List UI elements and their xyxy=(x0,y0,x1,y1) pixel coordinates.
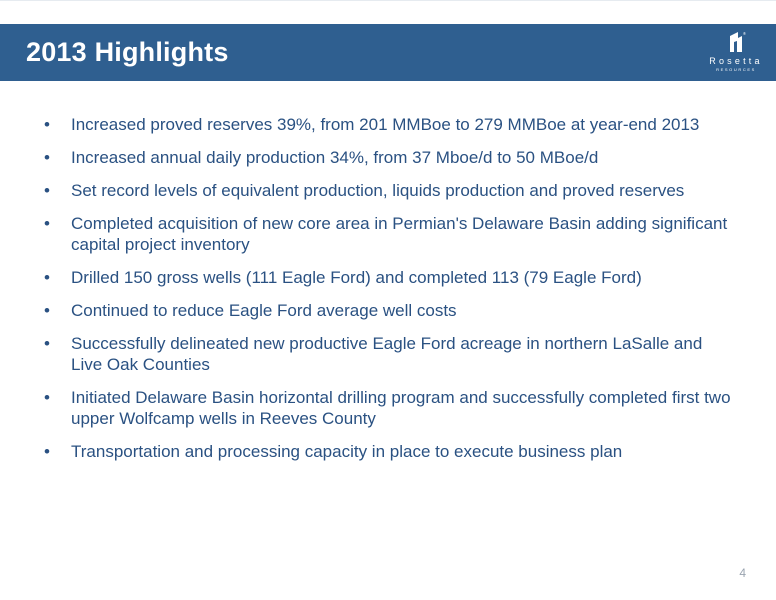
bullet-text: Increased proved reserves 39%, from 201 … xyxy=(71,115,700,134)
list-item: • Continued to reduce Eagle Ford average… xyxy=(0,300,776,321)
page-number: 4 xyxy=(739,566,746,580)
bullet-text: Increased annual daily production 34%, f… xyxy=(71,148,599,167)
list-item: • Set record levels of equivalent produc… xyxy=(0,180,776,201)
bullet-icon: • xyxy=(44,115,50,134)
bullet-text: Successfully delineated new productive E… xyxy=(71,334,703,374)
logo-subtitle: RESOURCES xyxy=(716,67,756,72)
title-bar xyxy=(0,24,776,81)
bullet-icon: • xyxy=(44,334,50,353)
logo-wordmark: Rosetta xyxy=(709,56,763,66)
page-title: 2013 Highlights xyxy=(26,37,229,67)
bullet-icon: • xyxy=(44,214,50,233)
bullet-text: Continued to reduce Eagle Ford average w… xyxy=(71,301,457,320)
highlights-list: • Increased proved reserves 39%, from 20… xyxy=(0,114,776,474)
bullet-icon: • xyxy=(44,181,50,200)
list-item: • Transportation and processing capacity… xyxy=(0,441,776,462)
list-item: • Increased annual daily production 34%,… xyxy=(0,147,776,168)
list-item: • Increased proved reserves 39%, from 20… xyxy=(0,114,776,135)
svg-text:®: ® xyxy=(743,31,746,36)
bullet-icon: • xyxy=(44,268,50,287)
rosetta-r-icon: ® xyxy=(730,31,746,52)
bullet-text: Transportation and processing capacity i… xyxy=(71,442,623,461)
list-item: • Initiated Delaware Basin horizontal dr… xyxy=(0,387,776,429)
list-item: • Successfully delineated new productive… xyxy=(0,333,776,375)
bullet-text: Initiated Delaware Basin horizontal dril… xyxy=(71,388,731,428)
bullet-icon: • xyxy=(44,388,50,407)
bullet-text: Set record levels of equivalent producti… xyxy=(71,181,685,200)
list-item: • Completed acquisition of new core area… xyxy=(0,213,776,255)
bullet-text: Drilled 150 gross wells (111 Eagle Ford)… xyxy=(71,268,642,287)
list-item: • Drilled 150 gross wells (111 Eagle For… xyxy=(0,267,776,288)
bullet-icon: • xyxy=(44,442,50,461)
bullet-icon: • xyxy=(44,301,50,320)
company-logo: ® Rosetta RESOURCES xyxy=(704,30,768,76)
top-divider xyxy=(0,0,776,1)
bullet-text: Completed acquisition of new core area i… xyxy=(71,214,728,254)
bullet-icon: • xyxy=(44,148,50,167)
